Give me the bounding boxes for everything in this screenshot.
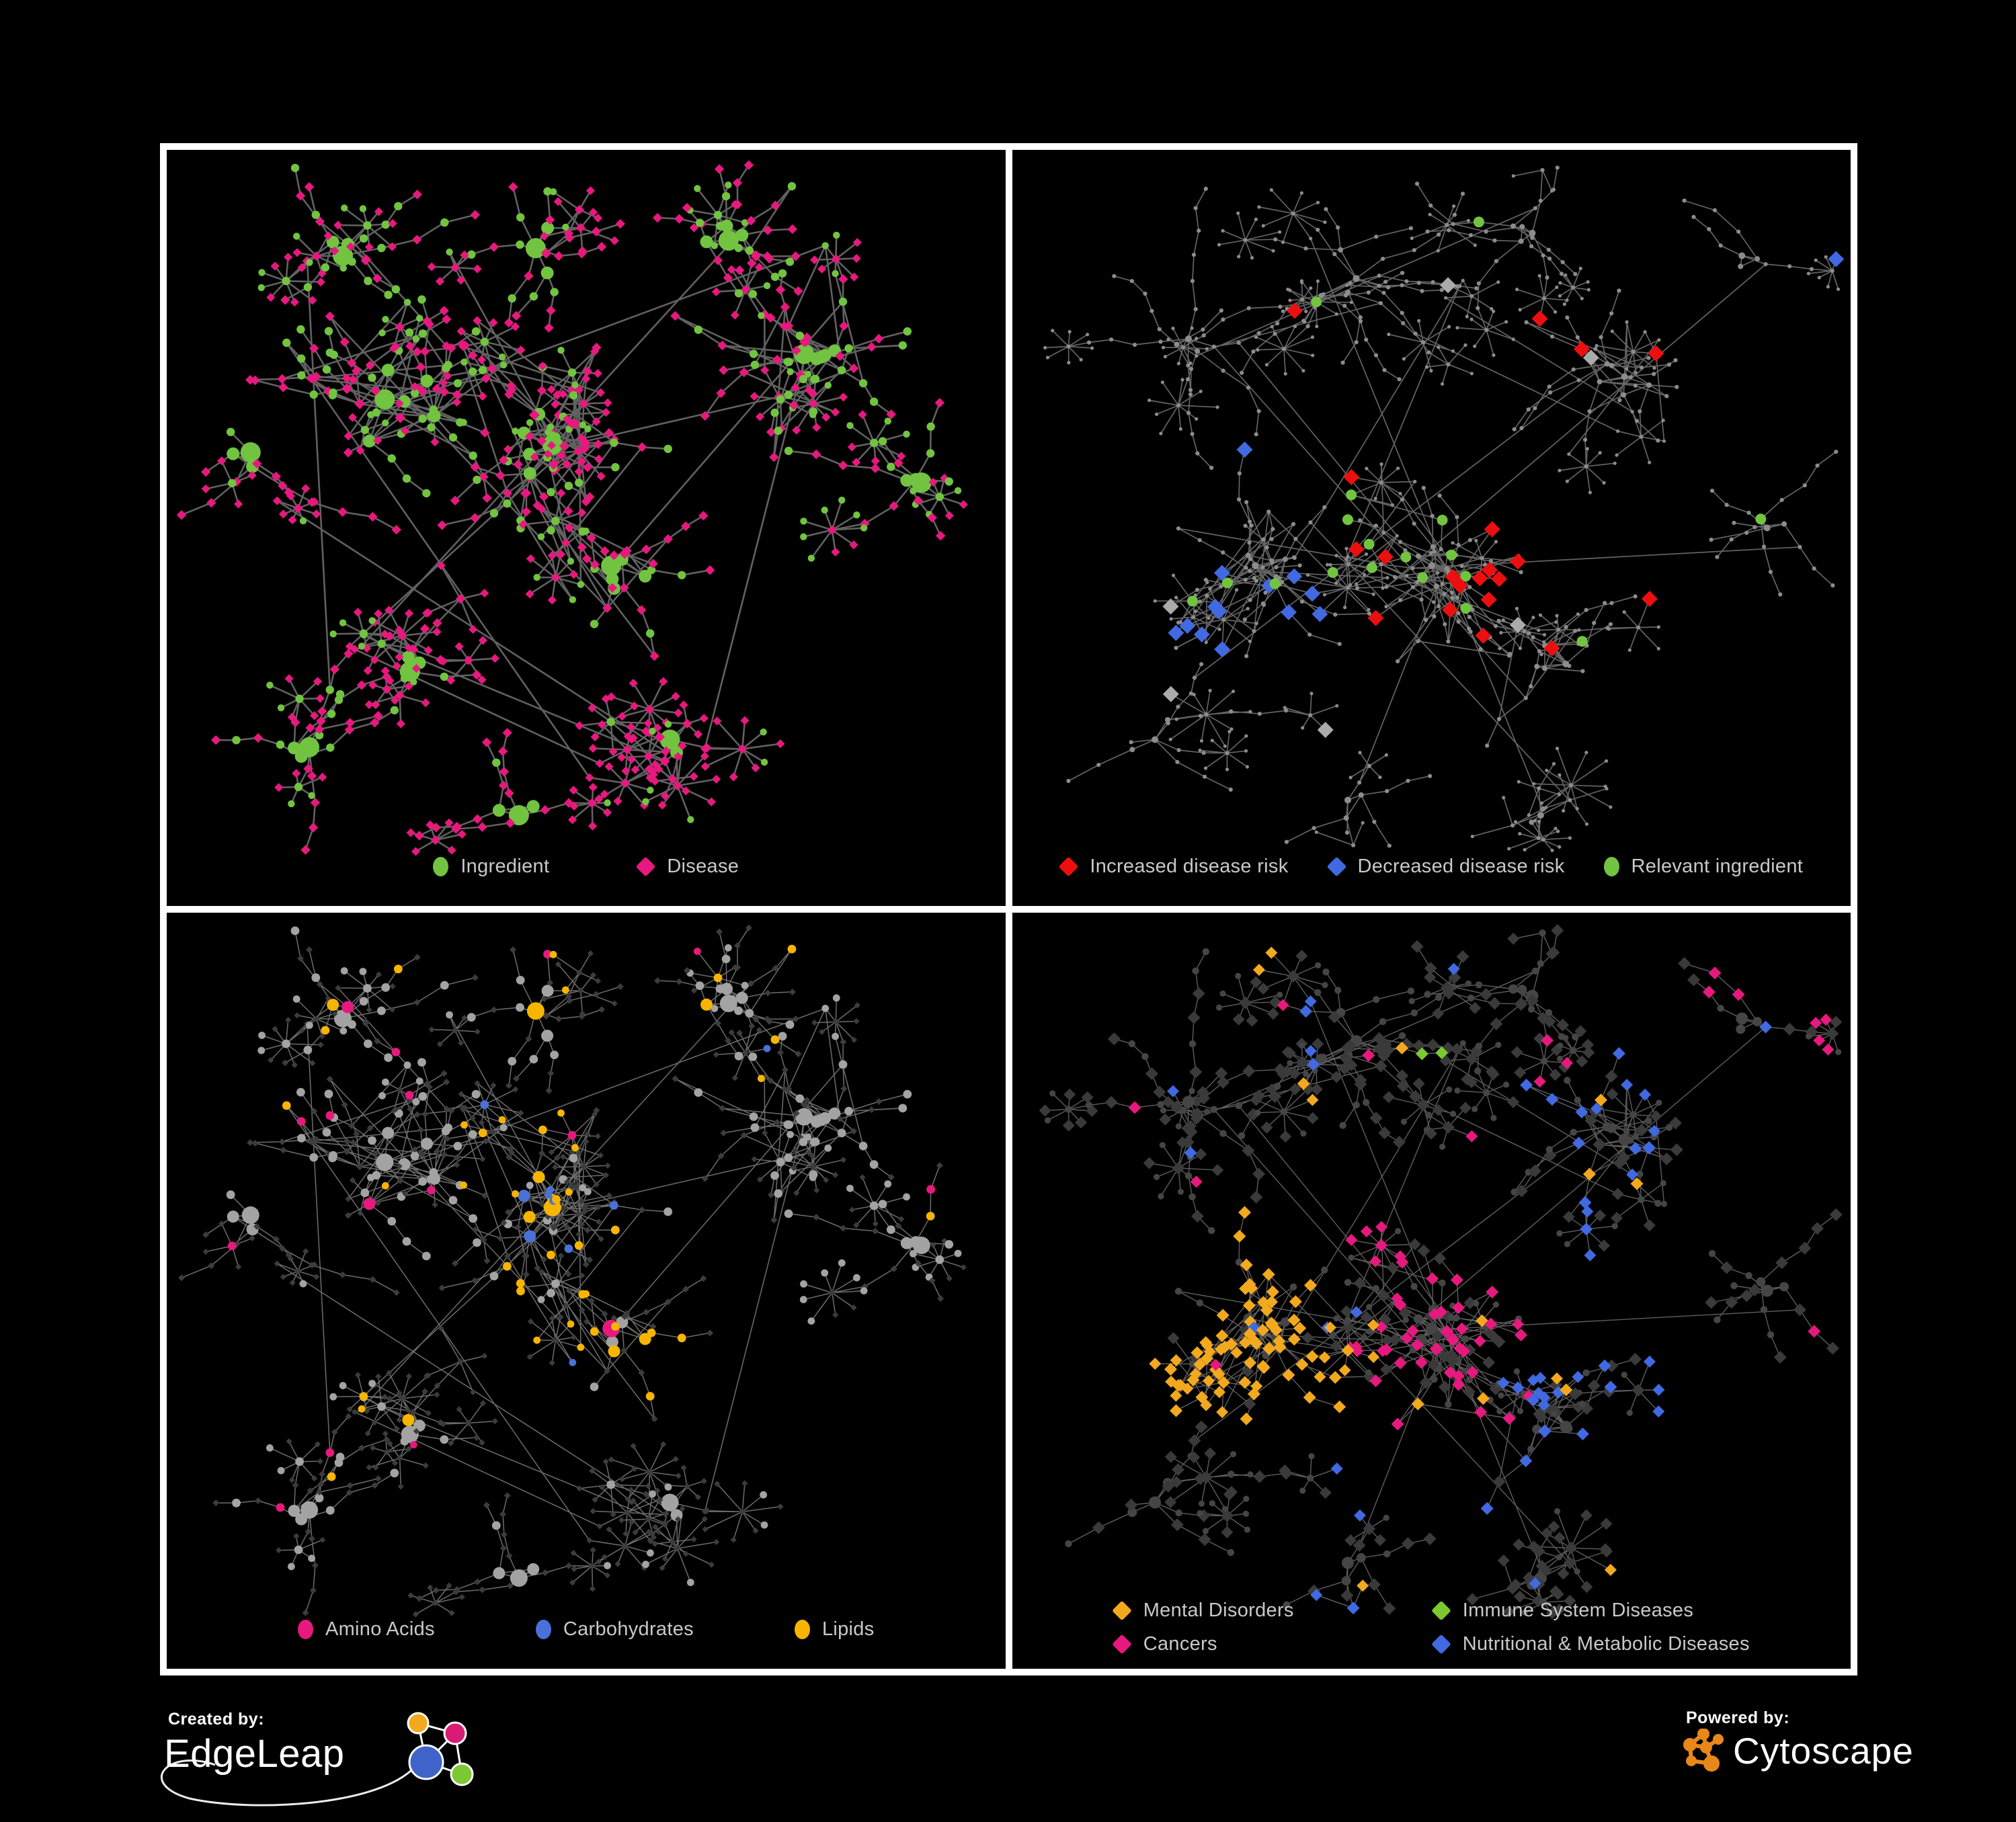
legend-item: Carbohydrates: [536, 1618, 694, 1641]
increased-risk-legend-icon: [1059, 857, 1079, 877]
legend-item: Increased disease risk: [1059, 856, 1288, 878]
legend-label: Nutritional & Metabolic Diseases: [1463, 1633, 1750, 1655]
ingredient-legend-icon: [433, 857, 448, 876]
relevant-ingredient-legend-icon: [1604, 857, 1619, 876]
edgeleap-network-glyph: [408, 1713, 473, 1785]
legend-label: Decreased disease risk: [1358, 856, 1565, 878]
legend-item: Amino Acids: [298, 1618, 435, 1641]
legend-item: Nutritional & Metabolic Diseases: [1433, 1633, 1750, 1655]
legend-label: Amino Acids: [325, 1618, 435, 1641]
carbohydrates-legend-icon: [536, 1620, 551, 1639]
legend-item: Lipids: [795, 1618, 875, 1641]
edgeleap-credit: Created by: EdgeLeap: [149, 1704, 485, 1819]
panel-nutrient-class: Amino Acids Carbohydrates Lipids: [167, 913, 1006, 1669]
amino-acids-legend-icon: [298, 1620, 313, 1639]
lipids-legend-icon: [795, 1620, 810, 1639]
ingredient-disease-graph: [167, 150, 1006, 906]
legend-label: Cancers: [1143, 1633, 1217, 1655]
legend-label: Lipids: [822, 1618, 875, 1641]
legend-item: Ingredient: [433, 856, 549, 878]
immune-system-legend-icon: [1431, 1601, 1451, 1621]
legend-item: Decreased disease risk: [1328, 856, 1565, 878]
legend-item: Cancers: [1113, 1633, 1396, 1655]
created-by-label: Created by:: [168, 1710, 264, 1729]
mental-disorders-legend-icon: [1112, 1601, 1132, 1621]
edgeleap-wordmark: EdgeLeap: [164, 1731, 344, 1776]
powered-by-label: Powered by:: [1686, 1708, 1789, 1728]
legend-item: Disease: [637, 856, 739, 878]
legend-ingredient-disease: Ingredient Disease: [167, 856, 1006, 878]
legend-label: Relevant ingredient: [1631, 856, 1804, 878]
four-panel-network-grid: Ingredient Disease Increased disease ris…: [160, 143, 1857, 1675]
disease-risk-graph: [1012, 150, 1851, 906]
legend-nutrient-class: Amino Acids Carbohydrates Lipids: [167, 1618, 1006, 1641]
disease-legend-icon: [636, 857, 656, 877]
disease-category-graph: [1012, 913, 1851, 1669]
legend-item: Immune System Diseases: [1433, 1600, 1750, 1622]
panel-disease-category: Mental Disorders Immune System Diseases …: [1012, 913, 1851, 1669]
legend-item: Relevant ingredient: [1604, 856, 1804, 878]
legend-label: Carbohydrates: [563, 1618, 694, 1641]
panel-disease-risk: Increased disease risk Decreased disease…: [1012, 150, 1851, 906]
legend-label: Mental Disorders: [1143, 1600, 1294, 1622]
cytoscape-credit: Powered by: Cytoscape: [1682, 1706, 1991, 1800]
nutrient-class-graph: [167, 913, 1006, 1669]
cytoscape-wordmark: Cytoscape: [1733, 1729, 1914, 1772]
decreased-risk-legend-icon: [1326, 857, 1346, 877]
legend-label: Disease: [667, 856, 739, 878]
legend-label: Ingredient: [460, 856, 549, 878]
legend-disease-risk: Increased disease risk Decreased disease…: [1012, 856, 1851, 878]
legend-item: Mental Disorders: [1113, 1600, 1396, 1622]
legend-disease-category: Mental Disorders Immune System Diseases …: [1113, 1600, 1750, 1655]
legend-label: Immune System Diseases: [1463, 1600, 1693, 1622]
panel-ingredient-disease: Ingredient Disease: [167, 150, 1006, 906]
nutritional-metabolic-legend-icon: [1431, 1634, 1451, 1655]
cytoscape-icon: [1682, 1729, 1724, 1773]
legend-label: Increased disease risk: [1090, 856, 1288, 878]
cancers-legend-icon: [1112, 1634, 1132, 1655]
